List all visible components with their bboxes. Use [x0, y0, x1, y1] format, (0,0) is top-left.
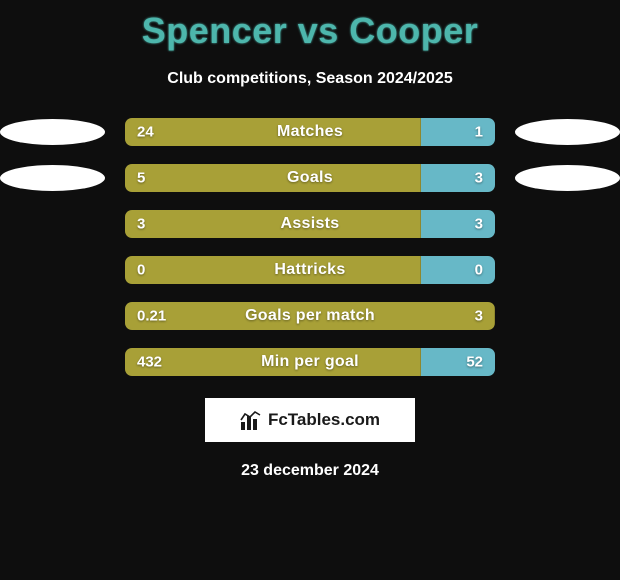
bar-right-fill — [421, 256, 495, 284]
comparison-row: 5 Goals 3 — [0, 164, 620, 192]
stat-bar: 0.21 Goals per match 3 — [125, 302, 495, 330]
bar-left-fill — [125, 118, 421, 146]
stat-value-right: 0 — [475, 262, 483, 279]
comparison-row: 3 Assists 3 — [0, 210, 620, 238]
player-oval-right — [515, 165, 620, 191]
stat-bar: 0 Hattricks 0 — [125, 256, 495, 284]
comparison-row: 0 Hattricks 0 — [0, 256, 620, 284]
stat-label: Goals per match — [245, 307, 375, 325]
player-oval-right — [515, 119, 620, 145]
page-title: Spencer vs Cooper — [142, 10, 479, 52]
comparison-row: 0.21 Goals per match 3 — [0, 302, 620, 330]
bar-left-fill — [125, 210, 421, 238]
stat-bar: 3 Assists 3 — [125, 210, 495, 238]
page-subtitle: Club competitions, Season 2024/2025 — [167, 70, 452, 88]
stat-value-right: 3 — [475, 216, 483, 233]
logo-text: FcTables.com — [268, 410, 380, 430]
comparison-rows: 24 Matches 1 5 Goals 3 3 Assists 3 0 Hattricks 0 0.2… — [0, 118, 620, 376]
stat-label: Assists — [280, 215, 339, 233]
date: 23 december 2024 — [241, 462, 379, 480]
chart-icon — [240, 410, 262, 430]
stat-label: Goals — [287, 169, 333, 187]
stat-value-left: 0 — [137, 262, 145, 279]
infographic: Spencer vs Cooper Club competitions, Sea… — [0, 0, 620, 580]
stat-value-left: 0.21 — [137, 308, 166, 325]
comparison-row: 24 Matches 1 — [0, 118, 620, 146]
logo-box: FcTables.com — [205, 398, 415, 442]
player-oval-left — [0, 119, 105, 145]
stat-label: Hattricks — [274, 261, 345, 279]
stat-label: Matches — [277, 123, 343, 141]
bar-right-fill — [421, 210, 495, 238]
stat-value-left: 3 — [137, 216, 145, 233]
bar-right-fill — [421, 348, 495, 376]
stat-value-left: 24 — [137, 124, 154, 141]
bar-right-fill — [421, 164, 495, 192]
stat-value-right: 3 — [475, 308, 483, 325]
player-oval-left — [0, 165, 105, 191]
bar-right-fill — [421, 118, 495, 146]
bar-left-fill — [125, 256, 421, 284]
comparison-row: 432 Min per goal 52 — [0, 348, 620, 376]
stat-bar: 24 Matches 1 — [125, 118, 495, 146]
stat-bar: 5 Goals 3 — [125, 164, 495, 192]
stat-value-right: 1 — [475, 124, 483, 141]
stat-value-left: 432 — [137, 354, 162, 371]
bar-left-fill — [125, 164, 421, 192]
stat-bar: 432 Min per goal 52 — [125, 348, 495, 376]
stat-value-right: 3 — [475, 170, 483, 187]
stat-value-right: 52 — [466, 354, 483, 371]
stat-value-left: 5 — [137, 170, 145, 187]
stat-label: Min per goal — [261, 353, 359, 371]
